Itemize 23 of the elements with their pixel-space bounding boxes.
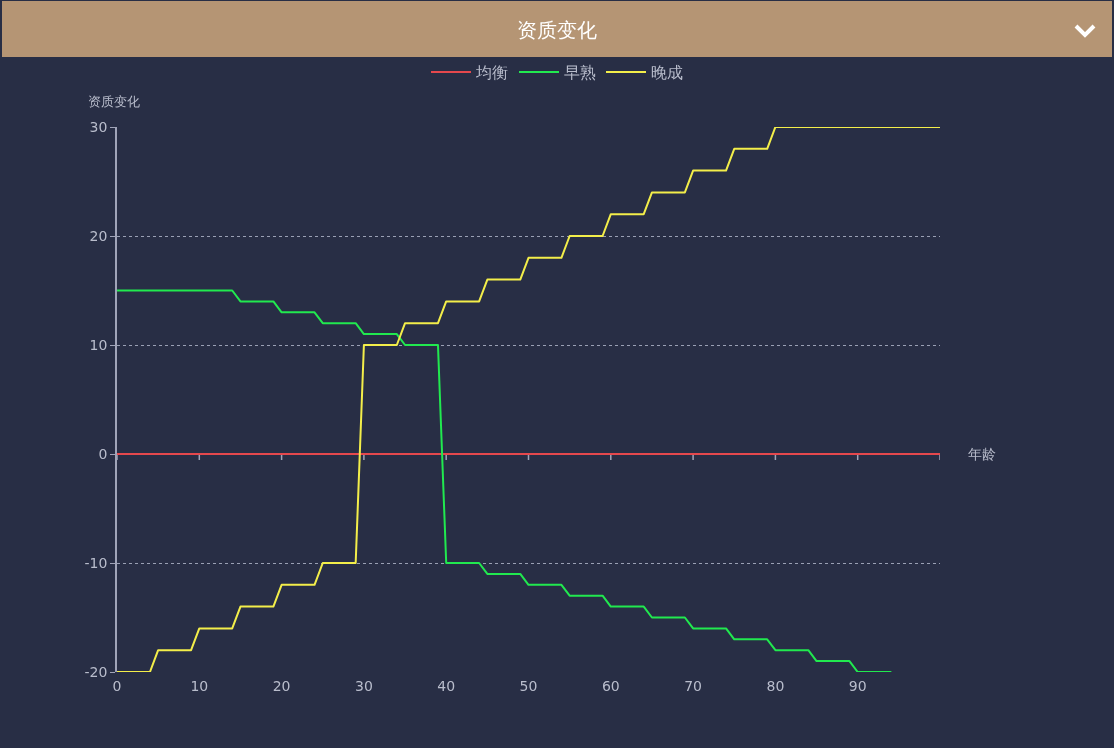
legend-label: 早熟 bbox=[564, 63, 596, 83]
chart-title: 资质变化 bbox=[517, 18, 597, 42]
x-tick-label: 0 bbox=[112, 678, 122, 694]
y-tick-label: 10 bbox=[89, 336, 108, 353]
x-tick-label: 80 bbox=[766, 678, 785, 694]
x-tick-label: 50 bbox=[519, 678, 538, 694]
x-tick-label: 60 bbox=[601, 678, 620, 694]
y-tick-label: -20 bbox=[84, 663, 108, 680]
x-tick-label: 10 bbox=[190, 678, 209, 694]
x-axis-title: 年龄 bbox=[968, 446, 996, 462]
y-tick-label: 30 bbox=[89, 118, 108, 135]
legend-label: 均衡 bbox=[475, 63, 508, 83]
x-tick-label: 90 bbox=[848, 678, 867, 694]
y-tick-label: -10 bbox=[84, 554, 108, 571]
y-axis-title: 资质变化 bbox=[88, 94, 140, 109]
x-tick-label: 20 bbox=[272, 678, 291, 694]
y-tick-label: 20 bbox=[89, 227, 108, 244]
y-tick-label: 0 bbox=[98, 445, 108, 462]
line-series bbox=[117, 289, 892, 672]
x-tick-label: 70 bbox=[684, 678, 703, 694]
x-tick-label: 30 bbox=[354, 678, 373, 694]
legend-label: 晚成 bbox=[651, 63, 683, 83]
x-tick-label: 40 bbox=[437, 678, 456, 694]
